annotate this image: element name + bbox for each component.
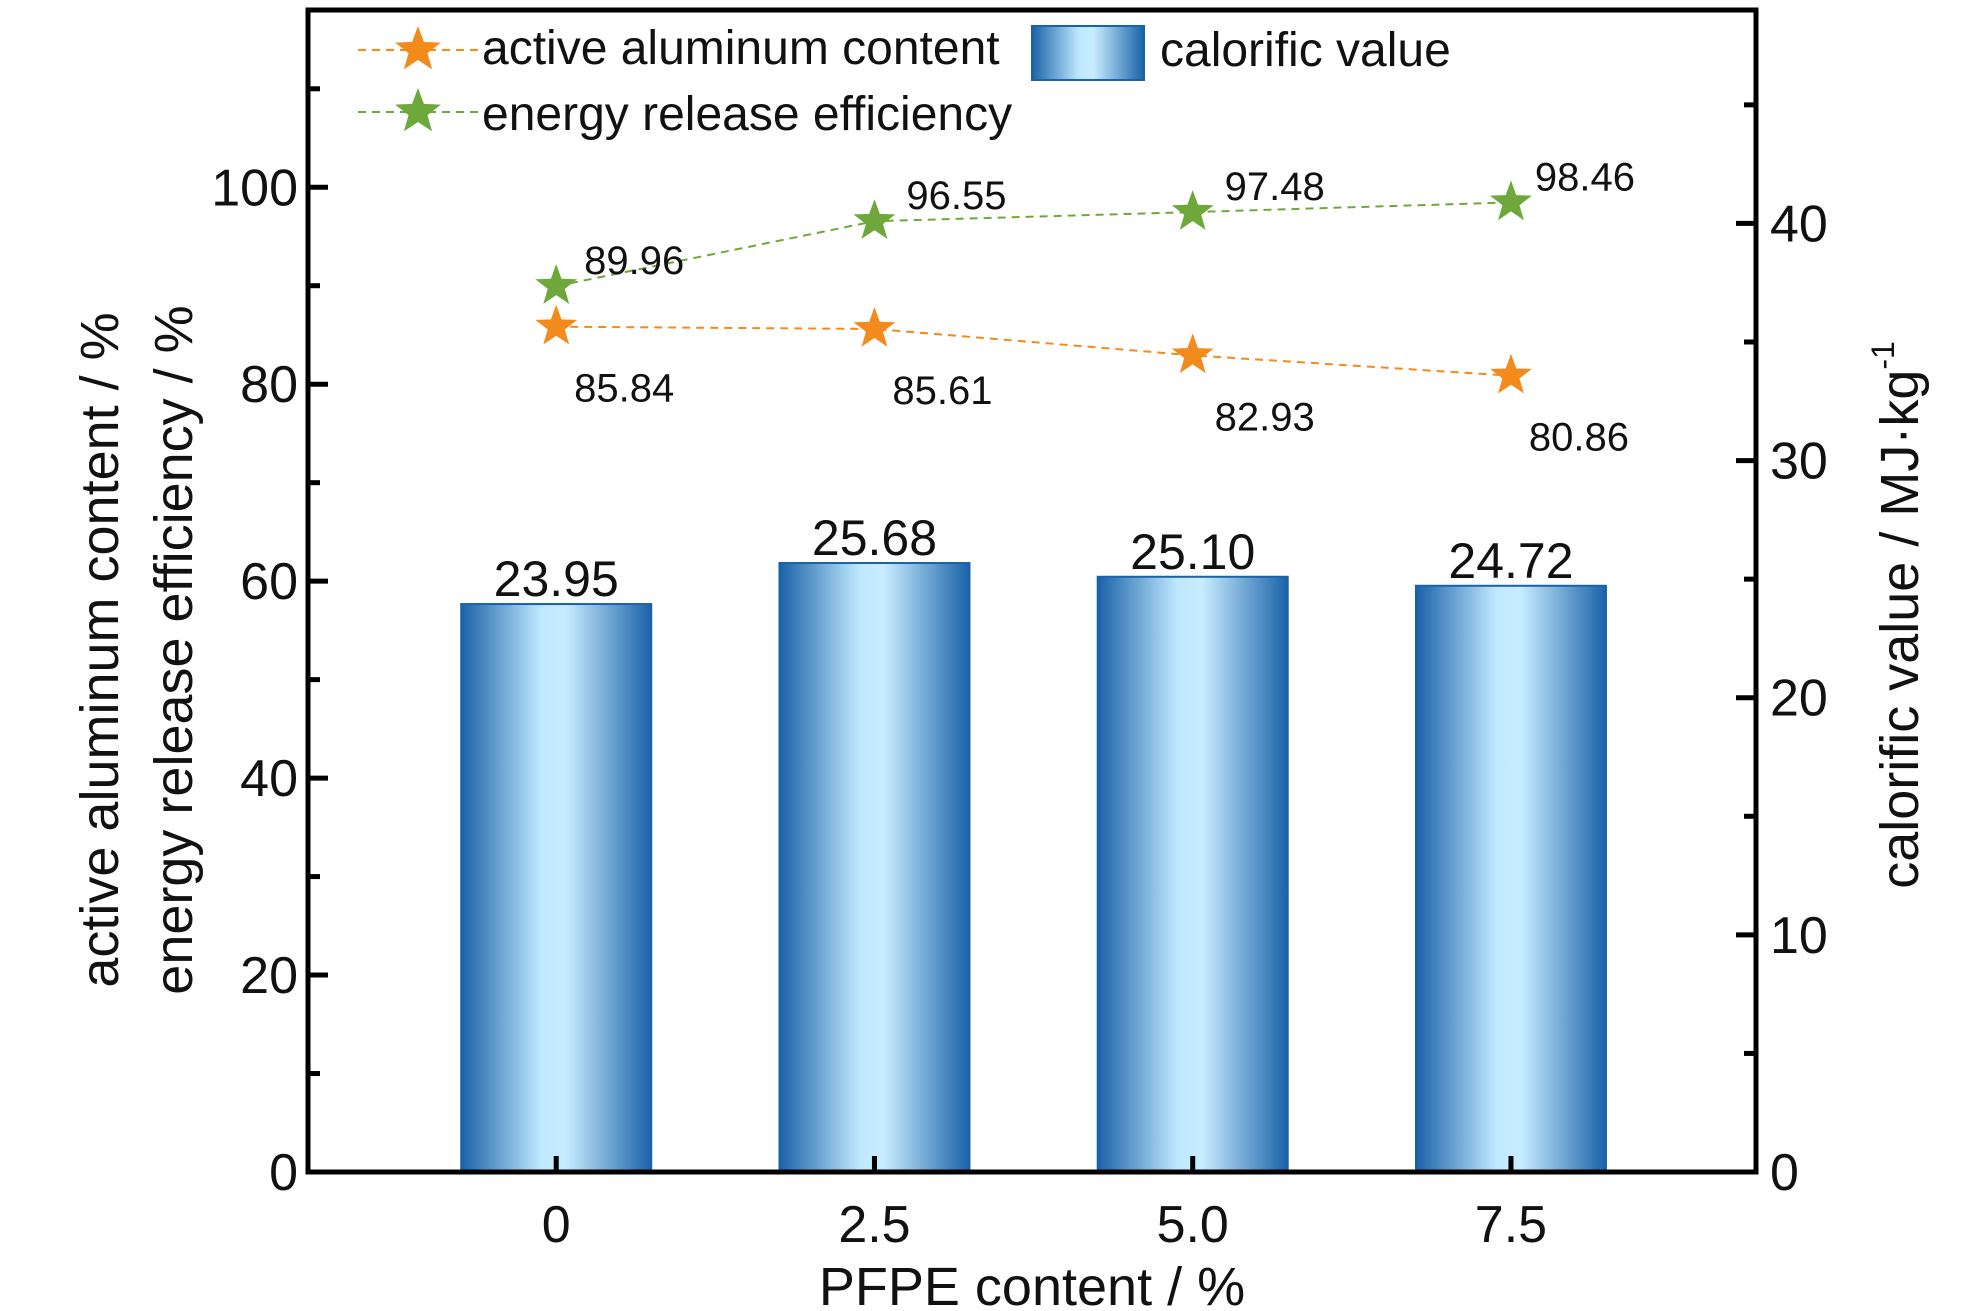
x-tick-label: 0 xyxy=(542,1196,571,1254)
orange-star-marker xyxy=(1490,353,1532,394)
bar-calorific-value xyxy=(1096,575,1289,1173)
x-axis-title: PFPE content / % xyxy=(819,1257,1245,1311)
point-value-label: 98.46 xyxy=(1535,155,1635,199)
green-star-icon xyxy=(395,88,441,132)
right-axis-title-main: calorific value / MJ·kg xyxy=(1870,370,1930,889)
left-tick-label: 20 xyxy=(240,947,298,1005)
left-axis-title-line-1: active aluminum content / % xyxy=(70,312,130,987)
bar-calorific-value xyxy=(1414,584,1607,1173)
left-axis-title-line-2: energy release efficiency / % xyxy=(144,305,204,994)
green-star-marker xyxy=(853,199,896,239)
point-value-label: 97.48 xyxy=(1225,165,1325,209)
axes-layer xyxy=(305,7,1759,1175)
right-axis: 0 10 20 30 40 xyxy=(1736,102,1828,1202)
right-axis-title-sup: -1 xyxy=(1865,341,1901,369)
bar-value-label: 25.68 xyxy=(812,510,937,566)
right-tick-label: 20 xyxy=(1770,670,1828,728)
point-value-label: 80.86 xyxy=(1529,416,1629,460)
right-tick-label: 30 xyxy=(1770,433,1828,491)
bar-value-label: 23.95 xyxy=(494,551,619,607)
right-tick-label: 40 xyxy=(1770,195,1828,253)
green-star-marker xyxy=(1171,190,1214,230)
point-value-label: 85.84 xyxy=(574,367,674,411)
right-axis-title: calorific value / MJ·kg-1 xyxy=(1865,341,1930,889)
bars-layer xyxy=(460,562,1607,1173)
left-tick-label: 40 xyxy=(240,750,298,808)
x-tick-label: 7.5 xyxy=(1475,1196,1547,1254)
left-axis: 0 20 40 60 80 100 xyxy=(211,86,328,1202)
point-value-label: 89.96 xyxy=(584,239,684,283)
bar-value-label: 25.10 xyxy=(1130,524,1255,580)
point-value-label: 82.93 xyxy=(1215,395,1315,439)
point-value-label: 85.61 xyxy=(892,369,992,413)
line-energy-release xyxy=(556,201,1511,288)
lines-layer xyxy=(535,180,1532,394)
bar-calorific-value xyxy=(778,562,971,1173)
bar-value-label: 24.72 xyxy=(1448,533,1573,589)
line-active-aluminum xyxy=(556,325,1512,377)
left-tick-label: 60 xyxy=(240,553,298,611)
right-tick-label: 0 xyxy=(1770,1144,1799,1202)
legend-label-calorific-value: calorific value xyxy=(1160,24,1451,77)
point-value-label: 96.55 xyxy=(906,174,1006,218)
data-labels-layer: 23.95 25.68 25.10 24.72 85.84 85.61 82.93 80.86… xyxy=(494,155,1635,607)
green-star-marker xyxy=(535,264,578,304)
left-tick-label: 0 xyxy=(269,1144,298,1202)
x-tick-label: 2.5 xyxy=(838,1196,910,1254)
legend-item-calorific-value: calorific value xyxy=(1031,24,1451,81)
x-axis: 0 2.5 5.0 7.5 xyxy=(542,1156,1547,1254)
plot-frame xyxy=(305,7,1759,1175)
orange-star-marker xyxy=(535,304,578,345)
left-tick-label: 80 xyxy=(240,356,298,414)
right-tick-label: 10 xyxy=(1770,907,1828,965)
green-star-marker xyxy=(1490,180,1532,221)
legend-label-energy-release: energy release efficiency xyxy=(482,88,1012,141)
bar-swatch-icon xyxy=(1031,25,1145,81)
legend-item-active-aluminum: active aluminum content xyxy=(358,22,1000,75)
x-tick-label: 5.0 xyxy=(1157,1196,1229,1254)
legend-item-energy-release: energy release efficiency xyxy=(358,88,1012,141)
orange-star-marker xyxy=(853,307,896,347)
orange-star-icon xyxy=(395,26,441,70)
bar-calorific-value xyxy=(460,603,653,1173)
orange-star-marker xyxy=(1171,333,1214,374)
legend-label-active-aluminum: active aluminum content xyxy=(482,22,1000,75)
legend: active aluminum content energy release e… xyxy=(358,22,1451,141)
left-tick-label: 100 xyxy=(211,159,298,217)
